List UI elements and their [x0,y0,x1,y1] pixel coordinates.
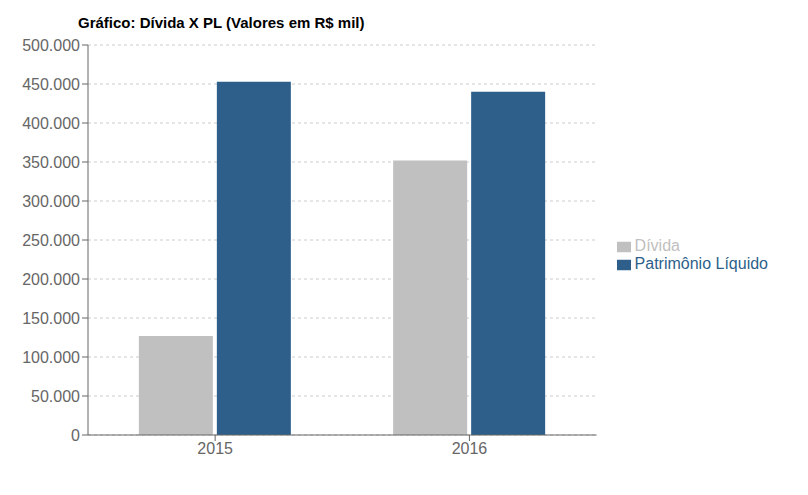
svg-text:350.000: 350.000 [22,154,80,171]
html-text:Gráfico: Dívida X PL (Valores: Gráfico: Dívida X PL (Valores em R$ mil) [78,14,365,31]
svg-text:2016: 2016 [452,440,488,457]
svg-text:150.000: 150.000 [22,310,80,327]
svg-text:250.000: 250.000 [22,232,80,249]
html-text:Dívida: Dívida [634,237,680,254]
svg-text:400.000: 400.000 [22,115,80,132]
html-text:Patrimônio Líquido: Patrimônio Líquido [634,255,768,272]
svg-text:100.000: 100.000 [22,349,80,366]
svg-text:0: 0 [71,427,80,444]
svg-text:300.000: 300.000 [22,193,80,210]
svg-text:500.000: 500.000 [22,37,80,54]
svg-text:50.000: 50.000 [31,388,80,405]
svg-text:2015: 2015 [197,440,233,457]
svg-text:450.000: 450.000 [22,76,80,93]
svg-text:200.000: 200.000 [22,271,80,288]
